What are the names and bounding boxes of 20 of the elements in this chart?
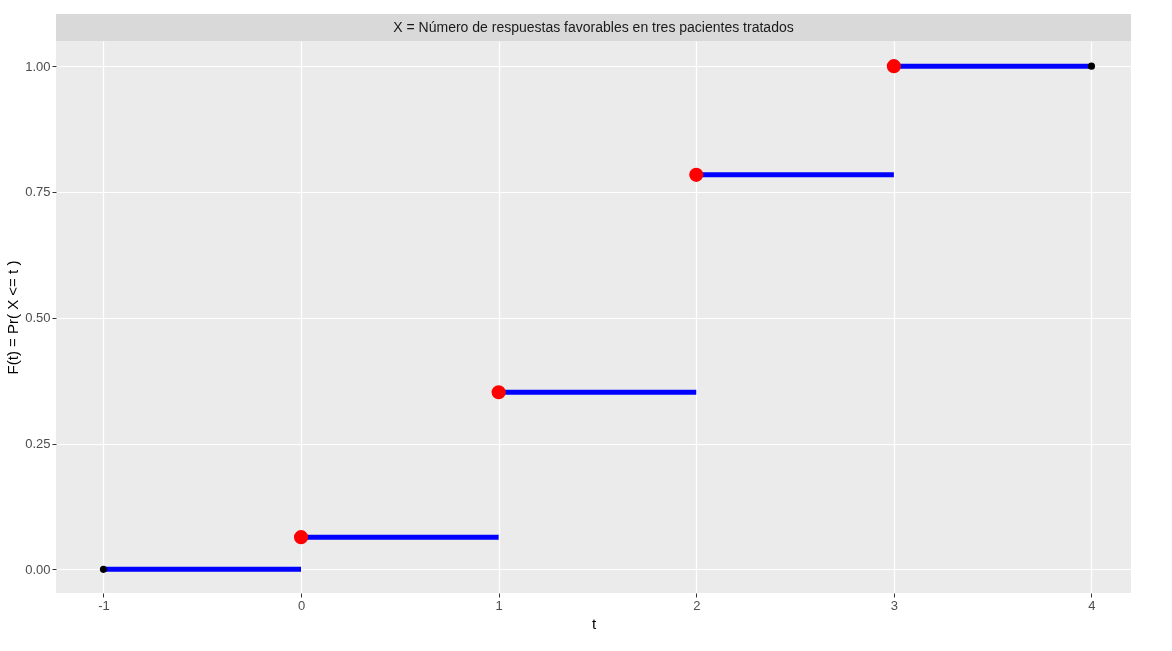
point <box>491 385 506 400</box>
point <box>293 530 309 545</box>
y-tick-label: 0.75 <box>25 184 51 200</box>
point <box>1087 62 1096 70</box>
x-tick-label: 2 <box>693 597 701 613</box>
point <box>886 59 901 74</box>
point <box>99 565 107 573</box>
chart-title: X = Número de respuestas favorables en tres pacientes tratados <box>393 19 794 35</box>
x-tick-label: 3 <box>890 597 898 613</box>
y-tick-label: 1.00 <box>25 58 51 74</box>
y-tick-label: 0.50 <box>25 310 51 326</box>
point <box>689 167 704 182</box>
x-tick-label: 4 <box>1088 597 1096 613</box>
y-tick-label: 0.25 <box>25 436 51 452</box>
x-tick-label: 0 <box>297 597 306 613</box>
y-axis-title: F(t) = Pr( X <= t ) <box>4 260 22 375</box>
y-tick-label: 0.00 <box>25 561 51 577</box>
x-tick-label: -1 <box>98 597 110 613</box>
x-axis-title: t <box>591 614 597 632</box>
x-tick-label: 1 <box>495 597 503 613</box>
